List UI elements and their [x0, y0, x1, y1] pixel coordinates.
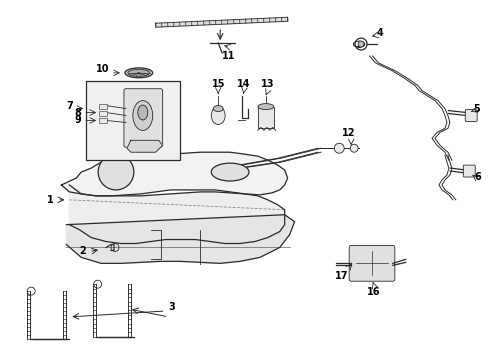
Circle shape — [349, 144, 357, 152]
Ellipse shape — [124, 68, 152, 78]
Circle shape — [334, 143, 344, 153]
Ellipse shape — [213, 105, 223, 112]
Text: 8: 8 — [74, 108, 81, 117]
Text: 2: 2 — [80, 247, 86, 256]
Text: 11: 11 — [222, 51, 235, 61]
Text: 16: 16 — [366, 287, 380, 297]
Text: 17: 17 — [334, 271, 347, 281]
Text: 6: 6 — [473, 172, 480, 182]
Bar — [257, 107, 273, 129]
FancyBboxPatch shape — [462, 165, 474, 177]
Text: 5: 5 — [472, 104, 479, 113]
Bar — [99, 111, 107, 116]
Polygon shape — [69, 185, 284, 243]
Text: 9: 9 — [74, 116, 81, 126]
Circle shape — [357, 41, 364, 47]
Ellipse shape — [133, 100, 152, 130]
Text: 10: 10 — [95, 64, 109, 74]
Text: 14: 14 — [237, 79, 250, 89]
Ellipse shape — [128, 69, 149, 76]
FancyBboxPatch shape — [86, 81, 180, 160]
Circle shape — [98, 154, 134, 190]
Ellipse shape — [211, 163, 248, 181]
FancyBboxPatch shape — [348, 246, 394, 281]
Polygon shape — [127, 140, 163, 152]
Ellipse shape — [138, 105, 147, 120]
Text: 7: 7 — [66, 100, 73, 111]
Bar — [99, 118, 107, 123]
Text: 12: 12 — [342, 128, 355, 138]
Ellipse shape — [211, 107, 224, 125]
FancyBboxPatch shape — [123, 89, 163, 147]
Polygon shape — [155, 17, 287, 27]
Bar — [99, 104, 107, 109]
Polygon shape — [61, 152, 287, 196]
Text: 3: 3 — [168, 302, 175, 312]
Text: 1: 1 — [47, 195, 53, 205]
Text: 4: 4 — [376, 28, 383, 38]
Polygon shape — [66, 215, 294, 264]
Text: 15: 15 — [211, 79, 224, 89]
Text: 13: 13 — [261, 79, 274, 89]
Ellipse shape — [257, 104, 273, 109]
FancyBboxPatch shape — [464, 109, 476, 121]
